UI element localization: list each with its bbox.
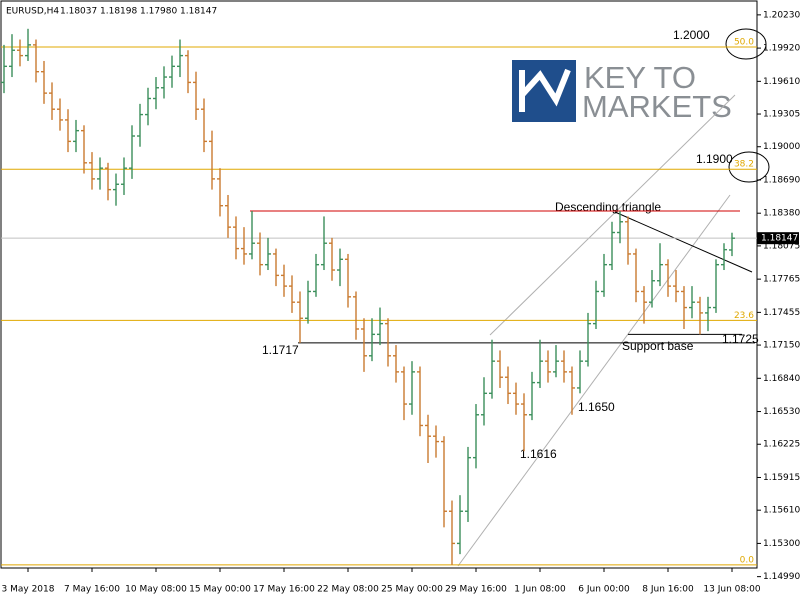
y-tick-label: 1.20230 (763, 10, 800, 20)
y-tick-label: 1.16840 (763, 374, 800, 384)
fib-label: 38.2 (734, 160, 754, 170)
quote: 1.18198 (100, 7, 137, 17)
y-tick-label: 1.17150 (763, 341, 800, 351)
y-tick-label: 1.15915 (763, 473, 800, 483)
price-box (757, 232, 799, 245)
y-tick-label: 1.17765 (763, 275, 800, 285)
fib-label: 0.0 (740, 555, 755, 565)
y-tick-label: 1.17455 (763, 308, 800, 318)
logo: KEY TO MARKETS (512, 60, 732, 124)
x-tick-label: 7 May 16:00 (64, 585, 120, 595)
channel-line (489, 94, 736, 336)
annotation: 1.1616 (520, 447, 557, 461)
x-tick-label: 25 May 00:00 (381, 585, 443, 595)
logo-text: MARKETS (582, 89, 732, 124)
plot-area (0, 0, 758, 569)
fib-label: 23.6 (734, 311, 754, 321)
x-tick-label: 1 Jun 08:00 (514, 585, 566, 595)
y-tick-label: 1.19920 (763, 44, 800, 54)
annotation: 1.1900 (696, 152, 733, 166)
annotation: Descending triangle (555, 200, 661, 214)
y-tick-label: 1.15300 (763, 539, 800, 549)
y-tick-label: 1.19610 (763, 77, 800, 87)
annotation: 1.2000 (673, 28, 710, 42)
x-tick-label: 22 May 08:00 (317, 585, 379, 595)
channel-line (457, 194, 731, 567)
y-tick-label: 1.18075 (763, 241, 800, 251)
quote: 1.17980 (140, 7, 177, 17)
y-tick-label: 1.19000 (763, 142, 800, 152)
logo-text: KEY TO (584, 60, 696, 95)
highlight-circle (728, 151, 770, 183)
price-label: 1.18147 (761, 234, 798, 244)
annotation: 1.1650 (578, 400, 615, 414)
y-tick-label: 1.14990 (763, 572, 800, 582)
fib-label: 50.0 (734, 38, 754, 48)
x-tick-label: 10 May 08:00 (125, 585, 187, 595)
y-tick-label: 1.16530 (763, 407, 800, 417)
x-tick-label: 29 May 16:00 (445, 585, 507, 595)
quote: 1.18147 (180, 7, 217, 17)
annotation: 1.1717 (262, 343, 299, 357)
annotation: Support base (622, 339, 694, 353)
highlight-circle (725, 28, 767, 60)
triangle-line (614, 211, 753, 273)
logo-icon (519, 68, 571, 112)
x-tick-label: 3 May 2018 (2, 585, 55, 595)
x-tick-label: 6 Jun 00:00 (578, 585, 630, 595)
y-tick-label: 1.16225 (763, 440, 800, 450)
x-tick-label: 17 May 16:00 (253, 585, 315, 595)
y-tick-label: 1.15610 (763, 506, 800, 516)
y-tick-label: 1.19305 (763, 110, 800, 120)
quote: 1.18037 (60, 7, 97, 17)
x-tick-label: 13 Jun 08:00 (703, 585, 760, 595)
y-tick-label: 1.18690 (763, 175, 800, 185)
x-tick-label: 8 Jun 16:00 (642, 585, 694, 595)
x-tick-label: 15 May 00:00 (189, 585, 251, 595)
symbol: EURUSD,H4 (6, 7, 59, 17)
y-tick-label: 1.18380 (763, 209, 800, 219)
